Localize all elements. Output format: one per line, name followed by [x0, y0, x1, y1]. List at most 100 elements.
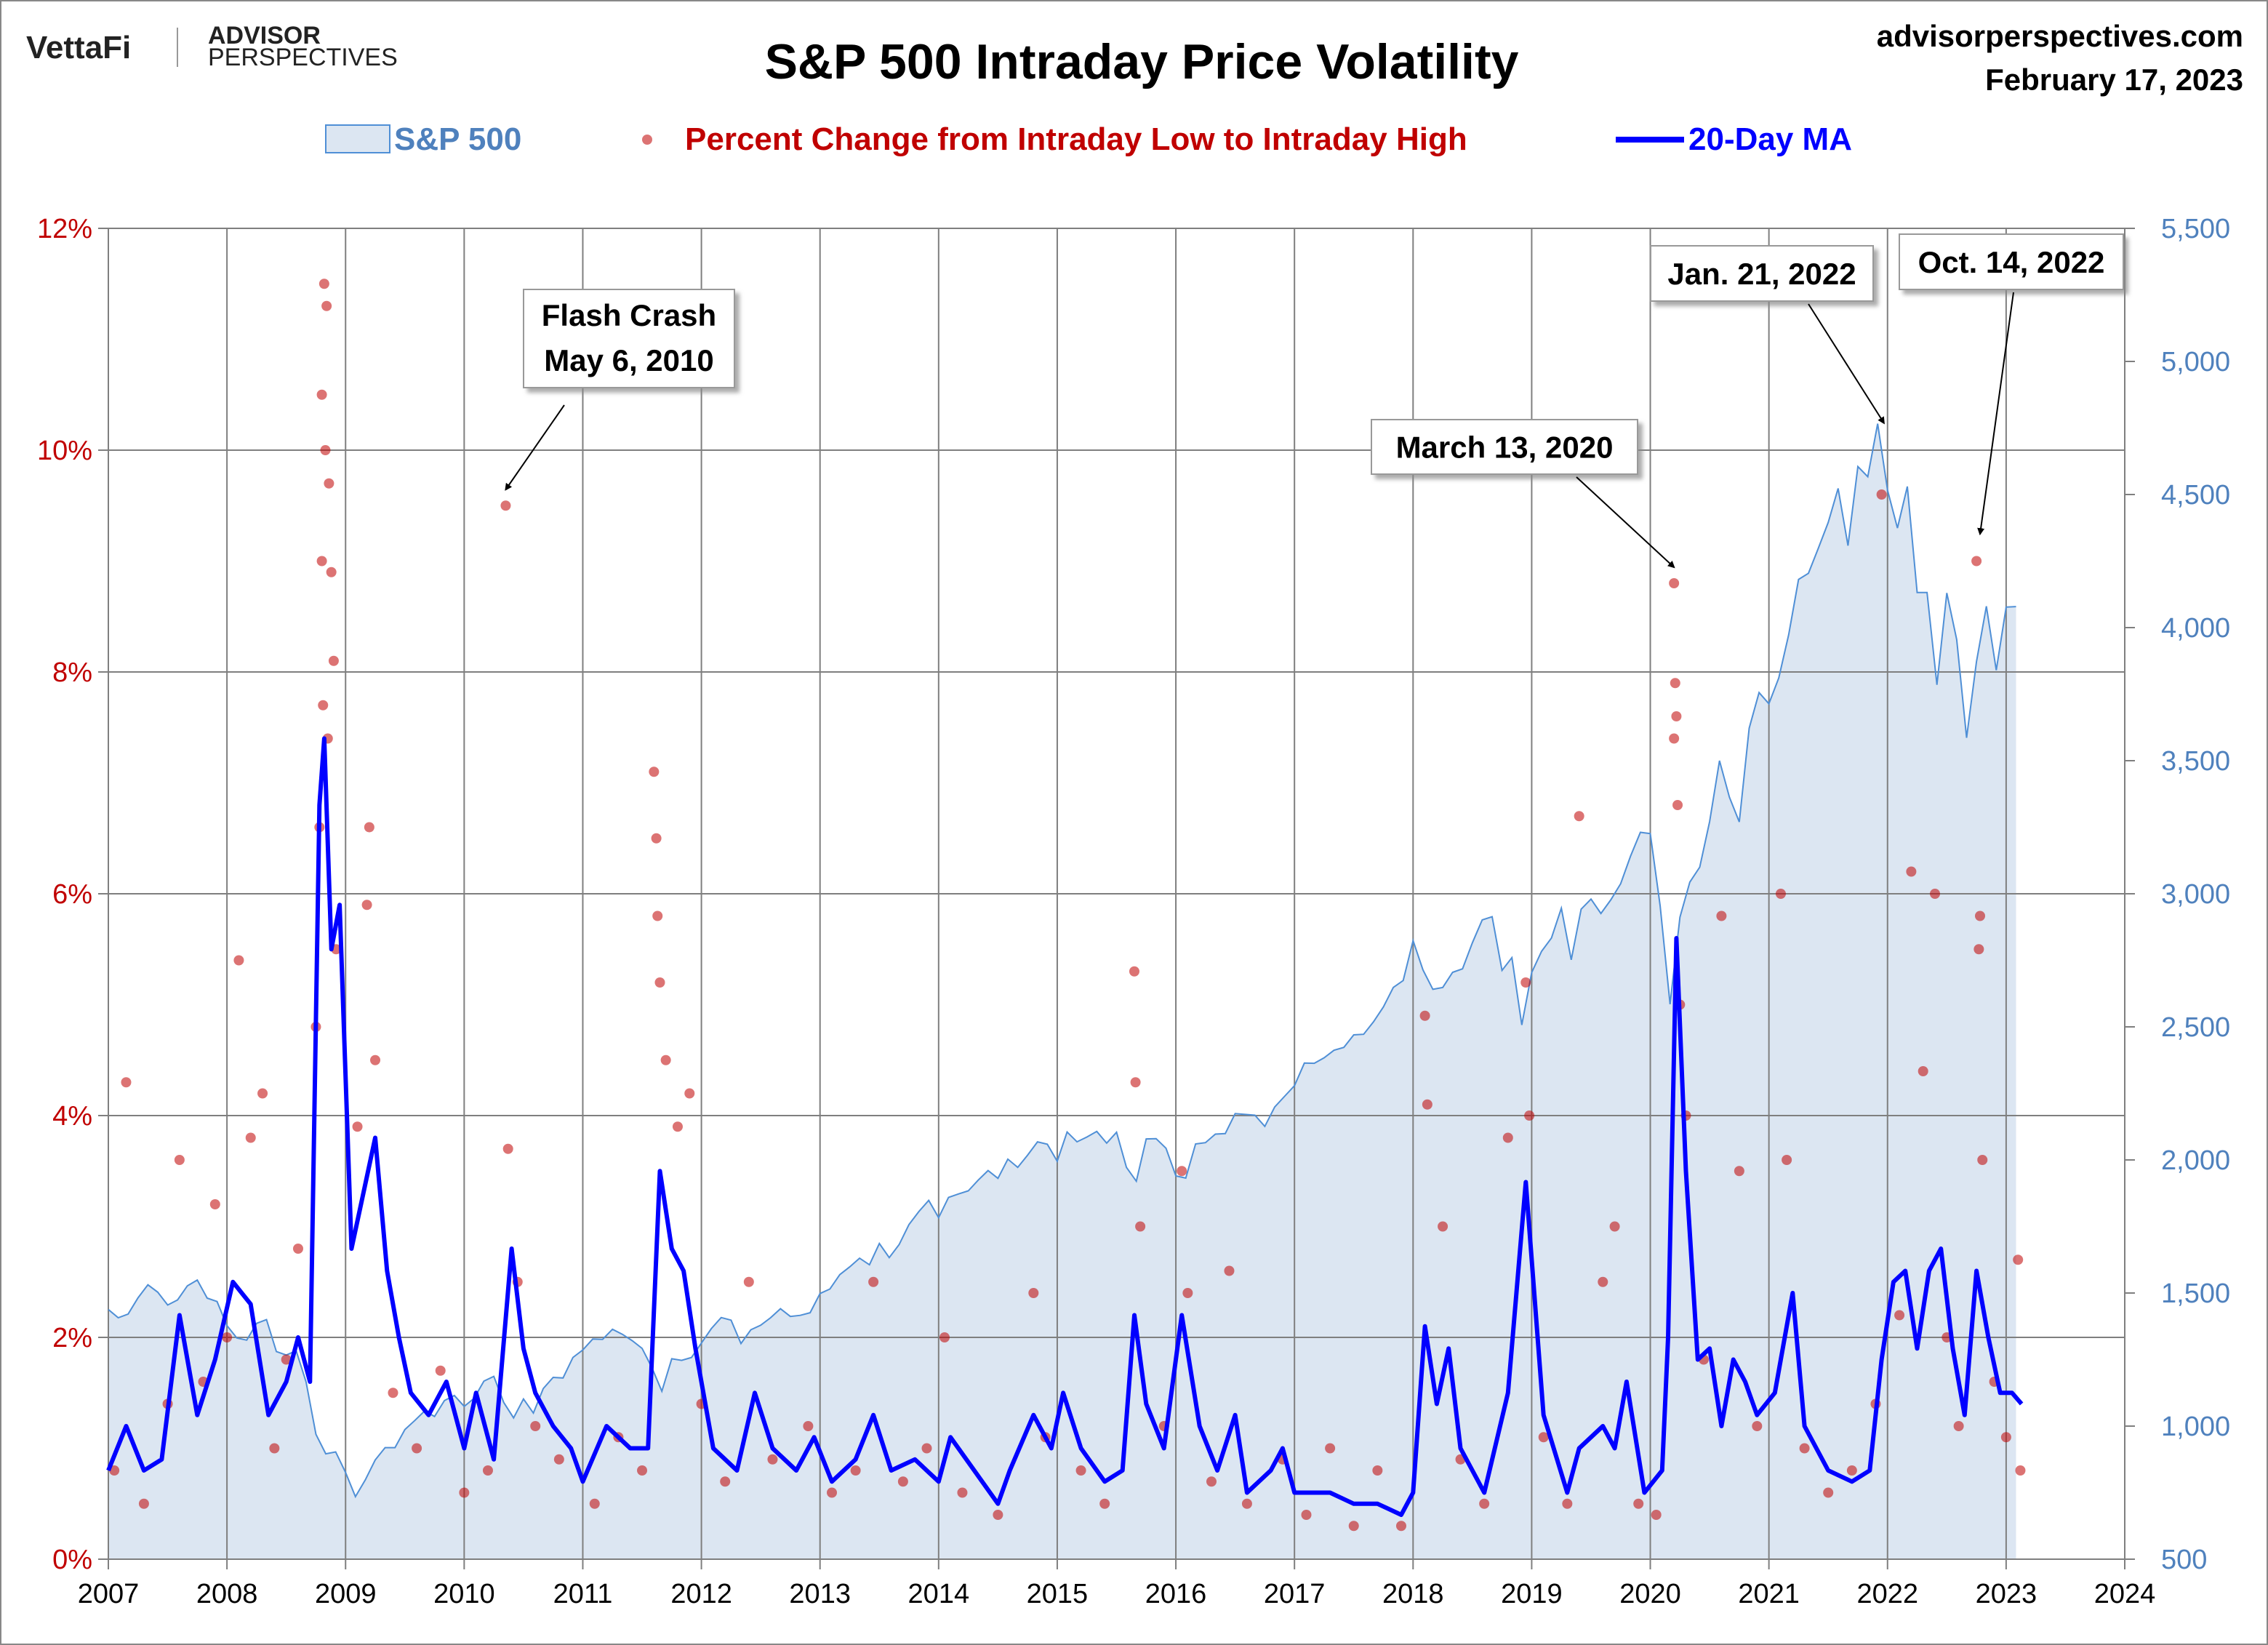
plot-border	[108, 228, 2125, 1560]
x-tick-label: 2007	[78, 1579, 140, 1609]
y-left-tick-label: 6%	[52, 879, 92, 910]
logo-vettafi: VettaFi	[26, 30, 131, 65]
scatter-point	[233, 955, 244, 966]
x-tick-label: 2023	[1976, 1579, 2037, 1609]
scatter-point	[269, 1443, 280, 1454]
annotation-box	[523, 289, 735, 388]
scatter-point	[939, 1332, 950, 1342]
ma-line	[106, 736, 2024, 1517]
scatter-point	[957, 1487, 968, 1498]
x-tick-label: 2013	[789, 1579, 851, 1609]
scatter-point	[245, 1132, 256, 1143]
chart-title: S&P 500 Intraday Price Volatility	[765, 34, 1519, 89]
scatter-point	[209, 1199, 220, 1209]
scatter-point	[1876, 489, 1887, 500]
scatter-point	[1224, 1265, 1235, 1276]
scatter-point	[222, 1332, 233, 1342]
x-tick-label: 2014	[908, 1579, 970, 1609]
x-tick-label: 2021	[1738, 1579, 1800, 1609]
scatter-point	[1562, 1498, 1573, 1509]
scatter-point	[2000, 1432, 2011, 1443]
scatter-point	[292, 1244, 303, 1254]
scatter-point	[1129, 966, 1139, 977]
scatter-point	[1028, 1288, 1039, 1298]
scatter-point	[1669, 578, 1680, 588]
scatter-point	[109, 1465, 120, 1476]
scatter-point	[502, 1143, 513, 1154]
scatter-point	[1906, 866, 1917, 877]
y-left-tick-label: 12%	[37, 214, 92, 244]
annotation-arrow	[505, 404, 565, 491]
scatter-point	[649, 767, 660, 777]
scatter-point	[2015, 1465, 2026, 1476]
scatter-point	[1633, 1498, 1644, 1509]
y-left-tick-label: 0%	[52, 1545, 92, 1575]
scatter-point	[316, 556, 327, 567]
scatter-point	[321, 300, 332, 311]
scatter-point	[1651, 1510, 1662, 1520]
scatter-point	[827, 1487, 838, 1498]
x-tick-label: 2017	[1264, 1579, 1326, 1609]
scatter-point	[1799, 1443, 1810, 1454]
scatter-point	[589, 1498, 600, 1509]
y-left-tick-label: 10%	[37, 436, 92, 466]
scatter-point	[1348, 1521, 1359, 1532]
scatter-point	[1953, 1421, 1964, 1431]
legend-swatch-sp500	[325, 124, 390, 153]
scatter-point	[1734, 1166, 1744, 1177]
annotation-arrow	[1977, 292, 2014, 536]
scatter-point	[1775, 889, 1786, 899]
scatter-point	[174, 1155, 185, 1165]
logo: VettaFi ADVISOR PERSPECTIVES	[26, 22, 398, 71]
scatter-point	[1502, 1132, 1513, 1143]
legend: S&P 500 Percent Change from Intraday Low…	[325, 121, 1852, 157]
scatter-point	[364, 822, 374, 833]
site-name: advisorperspectives.com	[1877, 19, 2243, 53]
y-left-tick-label: 4%	[52, 1101, 92, 1132]
scatter-point	[672, 1121, 683, 1132]
annotation-arrow	[1808, 303, 1885, 425]
scatter-point	[1479, 1498, 1490, 1509]
logo-perspectives: PERSPECTIVES	[208, 44, 398, 71]
chart-date: February 17, 2023	[1985, 63, 2243, 97]
x-tick-label: 2008	[196, 1579, 258, 1609]
scatter-point	[993, 1510, 1003, 1520]
annotation-text: Oct. 14, 2022	[1918, 245, 2105, 279]
scatter-point	[435, 1365, 446, 1376]
scatter-point	[1520, 977, 1531, 988]
scatter-point	[1930, 889, 1941, 899]
scatter-point	[720, 1476, 731, 1487]
scatter-point	[1130, 1077, 1141, 1088]
scatter-point	[1894, 1310, 1905, 1321]
scatter-point	[1598, 1276, 1608, 1287]
scatter-point	[553, 1454, 564, 1465]
legend-label-ma: 20-Day MA	[1688, 121, 1852, 157]
annotation-text: May 6, 2010	[544, 343, 714, 377]
scatter-point	[660, 1054, 671, 1065]
scatter-point	[1846, 1465, 1857, 1476]
scatter-point	[138, 1498, 149, 1509]
scatter-point	[1395, 1521, 1406, 1532]
sp500-area	[108, 423, 2016, 1559]
scatter-point	[1977, 1155, 1988, 1165]
scatter-point	[316, 389, 327, 400]
x-tick-label: 2011	[553, 1579, 613, 1609]
y-right-tick-label: 5,500	[2161, 214, 2230, 244]
scatter-point	[1971, 556, 1982, 567]
scatter-point	[767, 1454, 778, 1465]
scatter-point	[1823, 1487, 1834, 1498]
x-tick-label: 2022	[1856, 1579, 1918, 1609]
legend-swatch-scatter	[642, 135, 652, 145]
scatter-point	[850, 1465, 861, 1476]
annotation-text: March 13, 2020	[1396, 431, 1614, 465]
scatter-point	[326, 567, 337, 577]
y-right-tick-label: 2,000	[2161, 1145, 2230, 1176]
annotation-text: Flash Crash	[542, 298, 716, 332]
scatter-point	[500, 500, 511, 511]
x-tick-label: 2012	[670, 1579, 732, 1609]
scatter-point	[654, 977, 665, 988]
scatter-point	[1135, 1221, 1146, 1232]
annotation-box	[1371, 419, 1638, 475]
scatter-point	[320, 445, 331, 455]
scatter-point	[324, 478, 334, 489]
